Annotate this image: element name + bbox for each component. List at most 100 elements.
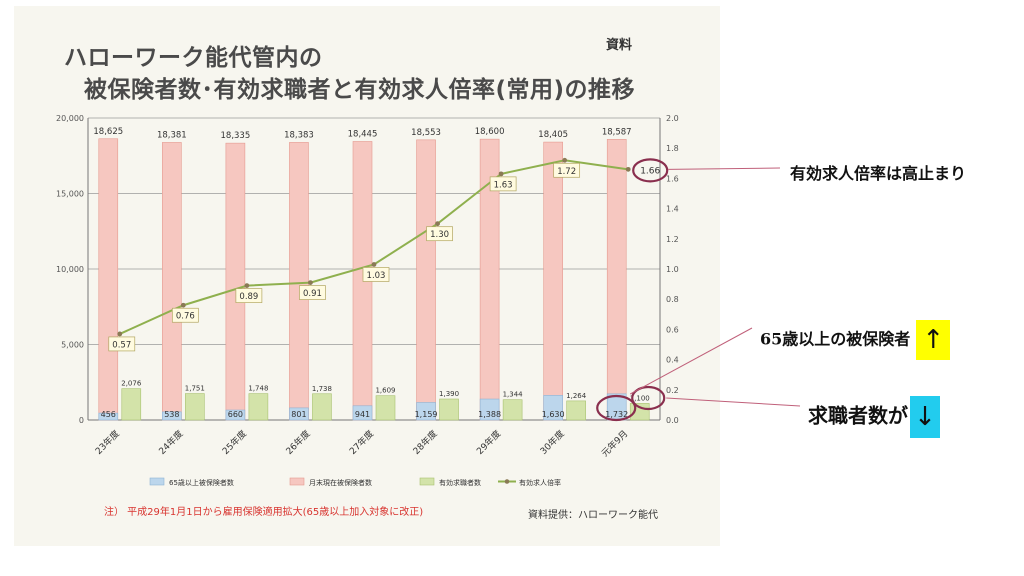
ratio-label-box — [108, 336, 136, 352]
seekers-label: 1,100 — [630, 394, 650, 402]
ratio-label-box — [553, 162, 581, 178]
bar-seekers — [439, 398, 459, 421]
elderly-label: 1,732 — [605, 410, 628, 419]
highlight-seekers-circle — [631, 385, 666, 411]
ratio-label: 1.03 — [367, 271, 386, 281]
highlight-ratio-circle — [632, 158, 669, 183]
y2-tick-label: 0.6 — [666, 325, 679, 334]
y2-tick-label: 1.2 — [666, 235, 679, 244]
ratio-label: 1.66 — [640, 166, 660, 176]
x-tick-label: 26年度 — [283, 428, 312, 457]
legend-swatch — [289, 477, 305, 486]
footnote: 注） 平成29年1月1日から雇用保険適用拡大(65歳以上加入対象に改正) — [104, 507, 424, 518]
x-tick-label: 30年度 — [537, 428, 566, 457]
ratio-point — [625, 166, 631, 172]
y-tick-label: 10,000 — [56, 265, 84, 274]
elderly-label: 456 — [101, 410, 116, 419]
bar-elderly — [352, 405, 373, 421]
legend-label: 月末現在被保険者数 — [309, 478, 372, 487]
y2-tick-label: 1.0 — [666, 265, 679, 274]
bar-elderly — [289, 407, 309, 421]
annotation-ratio-text: 有効求人倍率は高止まり — [790, 164, 967, 183]
legend-label: 有効求職者数 — [439, 478, 481, 487]
ratio-point — [371, 262, 377, 267]
bar-elderly — [416, 402, 436, 421]
annotation-ratio: 有効求人倍率は高止まり — [790, 160, 966, 184]
legend-swatch — [419, 477, 435, 486]
ratio-label: 0.91 — [303, 289, 322, 299]
x-tick-label: 25年度 — [220, 428, 249, 457]
elderly-label: 801 — [291, 410, 306, 419]
bar-insured — [606, 139, 627, 421]
up-arrow-icon: ↑ — [916, 320, 951, 360]
ratio-label: 1.72 — [557, 167, 576, 177]
x-tick-label: 28年度 — [410, 428, 439, 457]
bar-elderly — [479, 398, 500, 421]
chart-title-line1: ハローワーク能代管内の — [64, 45, 323, 71]
x-tick-label: 27年度 — [347, 428, 376, 457]
bar-seekers — [121, 388, 142, 421]
ratio-label: 0.57 — [112, 340, 131, 350]
ratio-label: 1.30 — [430, 230, 449, 240]
ratio-label-box — [235, 288, 263, 303]
x-tick-label: 24年度 — [156, 428, 185, 457]
elderly-label: 1,388 — [478, 410, 501, 419]
insured-label: 18,335 — [221, 131, 251, 141]
ratio-point — [180, 302, 186, 308]
y-tick-label: 20,000 — [56, 114, 84, 123]
ratio-point — [117, 331, 123, 337]
bar-insured — [289, 142, 309, 421]
seekers-label: 1,738 — [312, 385, 332, 393]
ratio-label-box — [299, 285, 326, 300]
seekers-label: 1,390 — [439, 390, 459, 398]
insured-label: 18,625 — [93, 127, 123, 137]
bar-seekers — [312, 393, 332, 421]
bar-insured — [543, 141, 563, 421]
elderly-label: 538 — [164, 410, 179, 419]
annotation-seekers-text: 求職者数が — [808, 403, 908, 428]
x-tick-label: 23年度 — [93, 428, 122, 457]
y2-tick-label: 1.8 — [666, 144, 679, 153]
insured-label: 18,381 — [157, 130, 187, 140]
seekers-label: 1,609 — [375, 387, 395, 395]
ratio-label: 0.89 — [239, 292, 258, 302]
seekers-label: 1,748 — [248, 385, 268, 393]
annotation-line-seekers — [666, 397, 801, 407]
bar-insured — [416, 139, 436, 421]
seekers-label: 2,076 — [121, 380, 142, 388]
x-tick-label: 元年9月 — [599, 428, 631, 460]
y2-tick-label: 2.0 — [666, 114, 679, 123]
bar-insured — [225, 142, 246, 421]
y2-tick-label: 1.6 — [666, 174, 679, 183]
ratio-point — [308, 280, 313, 285]
ratio-label-box — [362, 267, 390, 282]
x-tick-label: 29年度 — [474, 428, 503, 457]
annotation-seekers: 求職者数が ↓ — [808, 396, 940, 438]
y-tick-label: 0 — [79, 416, 84, 425]
insured-label: 18,587 — [602, 127, 632, 137]
ratio-point — [435, 221, 440, 227]
bar-seekers — [375, 395, 396, 421]
chart-title-line2: 被保険者数･有効求職者と有効求人倍率(常用)の推移 — [84, 77, 636, 103]
down-arrow-icon: ↓ — [910, 396, 940, 438]
y-tick-label: 15,000 — [56, 190, 84, 199]
bar-elderly — [543, 395, 563, 421]
ratio-point — [498, 171, 504, 177]
legend-label: 有効求人倍率 — [519, 478, 561, 487]
bar-seekers — [248, 393, 269, 421]
ratio-point — [562, 157, 568, 163]
legend-label: 65歳以上被保険者数 — [169, 478, 234, 487]
y2-tick-label: 0.2 — [666, 386, 679, 395]
ratio-label: 0.76 — [176, 312, 195, 322]
y2-tick-label: 0.8 — [666, 295, 679, 304]
annotation-elderly: 65歳以上の被保険者 ↑ — [760, 320, 951, 360]
elderly-label: 1,630 — [542, 410, 565, 419]
bar-insured — [98, 138, 119, 421]
insured-label: 18,600 — [475, 127, 505, 137]
bar-insured — [162, 142, 182, 421]
annotation-elderly-text: 65歳以上の被保険者 — [760, 329, 911, 349]
insured-label: 18,383 — [284, 130, 314, 140]
bar-seekers — [566, 400, 586, 421]
ratio-label-box — [489, 176, 517, 192]
